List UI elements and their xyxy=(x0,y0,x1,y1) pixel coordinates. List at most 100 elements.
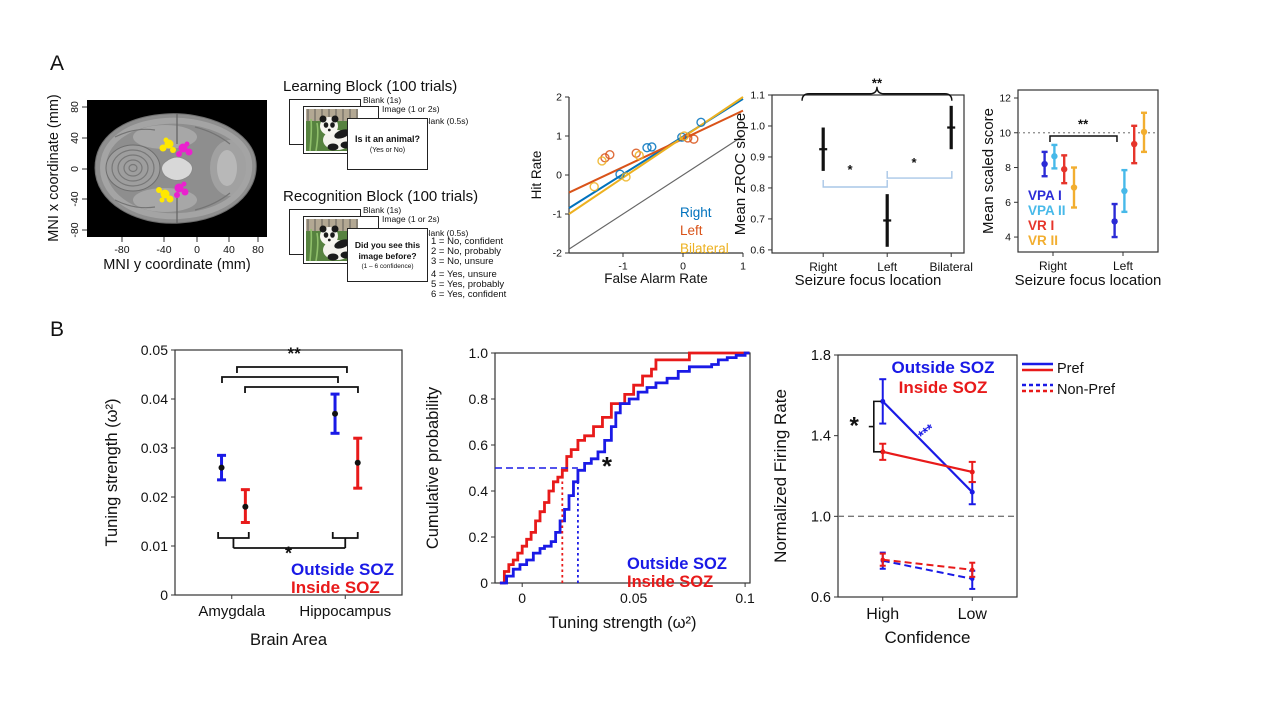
svg-text:80: 80 xyxy=(252,244,264,256)
annotation xyxy=(244,386,359,393)
annotation: * xyxy=(848,162,854,177)
svg-text:-80: -80 xyxy=(69,222,81,237)
svg-text:1.1: 1.1 xyxy=(750,90,765,102)
learning-block-title: Learning Block (100 trials) xyxy=(283,78,458,95)
svg-text:80: 80 xyxy=(69,101,81,113)
svg-text:-40: -40 xyxy=(156,244,171,256)
x-axis-label: Tuning strength (ω²) xyxy=(549,614,697,632)
cdf-plot: 0 0.2 0.4 0.6 0.8 1.0 0 0.05 0.1 * Outside SOZInsi… xyxy=(424,345,755,632)
svg-text:MNI x coordinate (mm): MNI x coordinate (mm) xyxy=(46,94,62,241)
legend-label: Inside SOZ xyxy=(627,573,713,591)
svg-text:*: * xyxy=(849,413,859,440)
legend-label: VR II xyxy=(1028,233,1058,248)
errorbar xyxy=(240,488,250,524)
axes: 0.6 1.0 1.4 1.8 High Low xyxy=(811,348,1018,623)
errorbar xyxy=(217,453,227,482)
recognition-block-title: Recognition Block (100 trials) xyxy=(283,188,479,205)
svg-text:Right: Right xyxy=(809,260,838,274)
svg-text:*: * xyxy=(602,451,613,481)
svg-text:0: 0 xyxy=(556,170,562,182)
svg-text:Mean zROC slope: Mean zROC slope xyxy=(732,113,749,236)
svg-text:0: 0 xyxy=(518,590,526,606)
svg-text:-1: -1 xyxy=(553,209,562,221)
annotation xyxy=(236,366,348,374)
errorbar xyxy=(353,436,363,490)
svg-text:Left: Left xyxy=(680,223,703,238)
svg-text:40: 40 xyxy=(223,244,235,256)
response-option-2: 2 = No, probably xyxy=(431,246,501,257)
svg-text:-1: -1 xyxy=(618,261,627,273)
svg-text:10: 10 xyxy=(999,127,1011,139)
x-axis-label: Seizure focus location xyxy=(795,272,942,289)
svg-text:Tuning strength (ω²): Tuning strength (ω²) xyxy=(549,614,697,632)
svg-text:0.6: 0.6 xyxy=(750,245,765,257)
errorbar xyxy=(1041,150,1048,178)
svg-text:**: ** xyxy=(1078,116,1089,131)
question-text: Is it an animal? xyxy=(354,134,421,145)
svg-text:6: 6 xyxy=(1005,197,1011,209)
svg-text:-2: -2 xyxy=(553,248,562,260)
annotation xyxy=(331,532,359,539)
svg-text:0.8: 0.8 xyxy=(750,183,765,195)
x-axis-label: Seizure focus location xyxy=(1015,272,1162,289)
tuning-strength-plot: 0 0.01 0.02 0.03 0.04 0.05 Amygdala Hippocampus… xyxy=(103,342,403,649)
legend-label: Right xyxy=(680,205,712,220)
axes: 4 6 8 10 12 Right Left xyxy=(999,89,1159,273)
svg-text:Hit Rate: Hit Rate xyxy=(529,151,544,200)
svg-text:0.2: 0.2 xyxy=(469,529,489,545)
annotation: ** xyxy=(872,75,883,90)
annotation: * xyxy=(602,451,613,481)
annotation xyxy=(217,532,250,539)
annotation xyxy=(868,400,881,453)
errorbar xyxy=(947,105,956,150)
svg-text:Confidence: Confidence xyxy=(884,628,970,647)
svg-text:4: 4 xyxy=(1005,232,1011,244)
svg-text:Inside SOZ: Inside SOZ xyxy=(899,378,988,397)
panel-b-label: B xyxy=(50,318,65,341)
legend-label: Outside SOZ xyxy=(892,358,995,377)
question-subtext: (1 – 6 confidence) xyxy=(361,263,414,270)
svg-text:12: 12 xyxy=(999,93,1011,105)
svg-text:0.02: 0.02 xyxy=(141,489,168,505)
frame-label-image: Image (1 or 2s) xyxy=(382,104,440,114)
svg-text:MNI y coordinate (mm): MNI y coordinate (mm) xyxy=(103,257,250,273)
x-axis-label: Confidence xyxy=(884,628,970,647)
errorbar xyxy=(1061,154,1068,185)
svg-text:-40: -40 xyxy=(69,191,81,206)
panel-a-label: A xyxy=(50,52,65,75)
learning-block: Learning Block (100 trials) Blank (1s) I… xyxy=(283,78,548,188)
recognition-block: Recognition Block (100 trials) Blank (1s… xyxy=(283,188,548,308)
svg-text:8: 8 xyxy=(1005,162,1011,174)
axes: -2 -1 0 1 2 -1 0 1 xyxy=(553,92,746,273)
legend-label: VR I xyxy=(1028,218,1054,233)
annotation: * xyxy=(912,155,918,170)
svg-text:Outside SOZ: Outside SOZ xyxy=(291,560,394,579)
frame-label-blank2: Blank (0.5s) xyxy=(423,116,469,126)
line-series xyxy=(879,378,976,506)
svg-text:Amygdala: Amygdala xyxy=(198,603,265,620)
y-axis-label: MNI x coordinate (mm) xyxy=(46,94,62,241)
svg-text:Right: Right xyxy=(1039,259,1068,273)
legend-label: Non-Pref xyxy=(1057,382,1116,398)
svg-text:0: 0 xyxy=(480,575,488,591)
errorbar xyxy=(819,127,828,171)
svg-text:0.6: 0.6 xyxy=(469,437,489,453)
y-axis-label: Tuning strength (ω²) xyxy=(103,399,121,547)
errorbar xyxy=(1131,124,1138,165)
svg-text:1.0: 1.0 xyxy=(750,121,765,133)
svg-text:0.05: 0.05 xyxy=(141,342,168,358)
legend-label: Bilateral xyxy=(680,241,729,256)
svg-text:0: 0 xyxy=(194,244,200,256)
svg-text:1: 1 xyxy=(740,261,746,273)
svg-text:0.1: 0.1 xyxy=(735,590,755,606)
svg-text:***: *** xyxy=(915,420,938,443)
question-text: Did you see this image before? xyxy=(354,240,421,261)
annotation xyxy=(822,180,888,188)
svg-text:**: ** xyxy=(872,75,883,90)
frame-label-image: Image (1 or 2s) xyxy=(382,214,440,224)
svg-text:*: * xyxy=(285,544,292,564)
svg-text:0.6: 0.6 xyxy=(811,590,831,606)
frame-label-blank1: Blank (1s) xyxy=(363,205,402,215)
svg-text:Pref: Pref xyxy=(1057,361,1085,377)
